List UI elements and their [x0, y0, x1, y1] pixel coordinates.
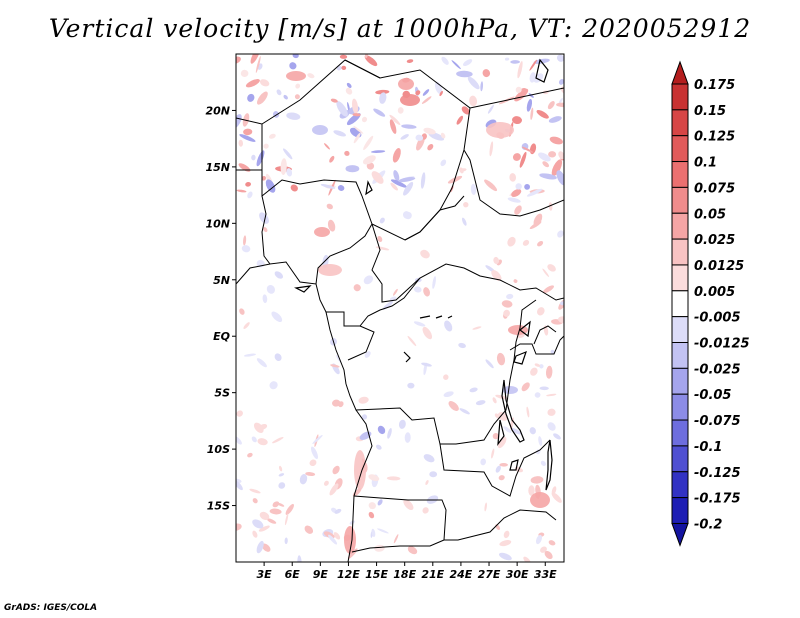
colorbar-swatch — [671, 290, 689, 318]
map-frame — [235, 53, 565, 563]
colorbar-label: -0.005 — [694, 311, 741, 326]
map-title: Vertical velocity [m/s] at 1000hPa, VT: … — [48, 14, 752, 43]
colorbar-swatch — [671, 419, 689, 447]
colorbar-label: 0.1 — [694, 156, 717, 171]
lon-label: 24E — [450, 568, 473, 581]
lat-label: 5S — [214, 387, 230, 400]
colorbar-swatch — [671, 342, 689, 369]
lon-label: 6E — [285, 568, 301, 581]
colorbar-top-arrow — [671, 60, 689, 85]
lon-label: 27E — [478, 568, 501, 581]
grads-credit: GrADS: IGES/COLA — [4, 603, 98, 613]
colorbar-swatch — [671, 264, 689, 292]
colorbar-swatch — [671, 471, 689, 499]
latitude-axis: 20N 15N 10N 5N EQ 5S 10S 15S — [205, 104, 236, 513]
lon-label: 21E — [421, 568, 444, 581]
colorbar-label: -0.175 — [694, 492, 741, 507]
colorbar-label: -0.05 — [694, 388, 731, 403]
lon-label: 18E — [393, 568, 416, 581]
lakes — [294, 58, 553, 491]
colorbar-label: -0.025 — [694, 362, 741, 377]
colorbar-label: 0.075 — [694, 181, 735, 196]
lat-label: 20N — [205, 104, 230, 117]
colorbar-swatch — [671, 186, 689, 214]
colorbar-label: 0.0125 — [694, 259, 744, 274]
lon-label: 30E — [506, 568, 529, 581]
colorbar-bottom-arrow — [671, 522, 689, 547]
lon-label: 15E — [365, 568, 388, 581]
country-borders — [236, 59, 564, 562]
colorbar-label: -0.2 — [694, 517, 722, 532]
colorbar-label: 0.005 — [694, 285, 735, 300]
colorbar-swatch — [671, 83, 689, 111]
longitude-axis: 3E 6E 9E 12E 15E 18E 21E 24E 27E 30E 33E — [257, 562, 557, 581]
lat-label: 10S — [207, 443, 230, 456]
colorbar-swatch — [671, 109, 689, 137]
colorbar-swatch — [671, 161, 689, 188]
lon-label: 3E — [257, 568, 273, 581]
lon-label: 33E — [534, 568, 557, 581]
colorbar-label: 0.175 — [694, 78, 735, 93]
colorbar-swatch — [671, 212, 689, 240]
lon-label: 9E — [313, 568, 329, 581]
lat-label: EQ — [213, 330, 230, 343]
lat-label: 10N — [205, 217, 230, 230]
colorbar-label: -0.1 — [694, 440, 722, 455]
colorbar-swatch — [671, 367, 689, 395]
lon-label: 12E — [337, 568, 360, 581]
colorbar-swatch — [671, 238, 689, 266]
colorbar-label: -0.075 — [694, 414, 741, 429]
velocity-field — [236, 54, 564, 562]
colorbar-label: 0.125 — [694, 130, 735, 145]
colorbar-swatch — [671, 497, 689, 524]
lat-label: 5N — [213, 274, 230, 287]
colorbar-label: 0.025 — [694, 233, 735, 248]
colorbar-swatch — [671, 393, 689, 421]
colorbar-label: -0.125 — [694, 466, 741, 481]
colorbar-swatch — [671, 445, 689, 473]
colorbar-label: 0.05 — [694, 207, 726, 222]
lat-label: 15N — [205, 161, 230, 174]
colorbar-swatch — [671, 135, 689, 163]
colorbar-label: 0.15 — [694, 104, 726, 119]
colorbar-swatch — [671, 316, 689, 343]
colorbar-label: -0.0125 — [694, 337, 750, 352]
lat-label: 15S — [207, 500, 230, 513]
colorbar: 0.175 0.15 0.125 0.1 0.075 0.05 0.025 0.0125 0.0… — [671, 60, 750, 547]
